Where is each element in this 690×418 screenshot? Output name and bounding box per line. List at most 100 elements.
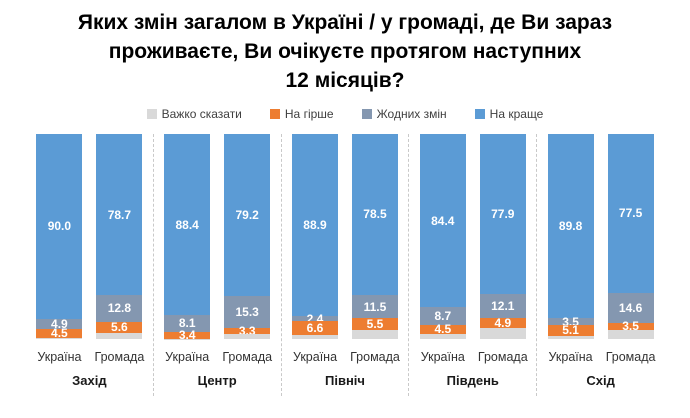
stacked-bar: 78.5 11.5 5.5 (351, 133, 398, 339)
bar-segment (607, 329, 654, 339)
bar-segment-value: 90.0 (47, 219, 72, 234)
bar-category-label-text: Громада (94, 349, 145, 364)
bar-segment-value: 78.5 (363, 207, 387, 222)
bar-segment: 3.5 (607, 320, 654, 332)
bar-segment-value: 8.1 (178, 316, 196, 331)
bar-segment: 79.2 (224, 133, 271, 297)
bar-segment: 8.1 (164, 315, 211, 332)
ticks-row: Україна Громада (548, 349, 656, 364)
ticks-row: Україна Громада (36, 349, 145, 364)
bar-category-label-text: Україна (420, 349, 465, 364)
bar-segment-value: 77.9 (491, 206, 515, 221)
legend-swatch-icon (146, 108, 157, 119)
bar-category-label: Україна (292, 350, 338, 364)
ticks-row: Україна Громада (292, 350, 400, 364)
legend-label: На краще (489, 106, 544, 121)
legend-label: Важко сказати (161, 106, 242, 121)
bar-segment: 4.5 (419, 323, 466, 335)
bar-segment-value: 14.6 (618, 300, 643, 315)
bar-segment: 4.9 (479, 317, 526, 329)
bar-segment: 8.7 (419, 307, 466, 325)
region-label: Північ (325, 372, 365, 388)
bar-segment: 84.4 (419, 134, 466, 308)
bar-segment-value: 88.4 (175, 217, 199, 232)
stacked-bar: 90.0 4.9 4.5 (36, 134, 83, 339)
bar-category-label-text: Україна (292, 349, 338, 364)
chart-area: 90.0 4.9 4.5 78.7 12.8 5.6 Україна Громада Захід… (0, 133, 690, 396)
stacked-bar: 89.8 3.5 5.1 (547, 133, 594, 339)
bar-segment (36, 337, 83, 339)
bar-segment-value: 15.3 (235, 304, 259, 319)
bar-segment: 3.5 (547, 316, 594, 328)
bar-segment-value: 3.4 (178, 328, 196, 343)
bar-segment-value: 79.2 (235, 208, 259, 223)
bar-segment-value: 5.1 (562, 323, 579, 338)
bar-segment-value: 12.1 (491, 299, 515, 313)
bars-row: 88.4 8.1 3.4 79.2 15.3 3.3 (164, 133, 271, 341)
bar-segment (96, 333, 143, 339)
chart-title-line-3: 12 місяців? (285, 68, 405, 92)
bar-segment: 14.6 (607, 292, 654, 323)
legend-item: Жодних змін (361, 107, 447, 121)
region-label: Південь (446, 372, 499, 388)
bar-segment: 77.9 (479, 133, 526, 294)
bar-category-label: Громада (350, 350, 400, 364)
legend-swatch-icon (361, 108, 372, 119)
bar-segment: 4.5 (36, 327, 83, 339)
region-label: Схід (586, 372, 615, 388)
bar-segment-value: 8.7 (434, 308, 452, 323)
bar-segment-value: 88.9 (303, 218, 327, 233)
bars-row: 88.9 2.4 6.6 78.5 11.5 5.5 (291, 133, 398, 339)
bar-segment (479, 328, 526, 339)
bar-segment (419, 334, 466, 339)
bar-segment: 12.8 (96, 295, 143, 322)
bar-segment-value: 12.8 (107, 301, 132, 316)
bar-segment-value: 5.5 (366, 317, 384, 332)
legend-item: Важко сказати (146, 106, 242, 121)
bar-segment-value: 78.7 (107, 207, 132, 222)
region-group: 89.8 3.5 5.1 77.5 14.6 3.5 Україна Громада Схід (537, 133, 664, 396)
bar-category-label-text: Громада (477, 349, 528, 364)
legend-item: На гірше (269, 106, 334, 121)
bar-segment-value: 6.6 (306, 320, 324, 335)
region-group: 84.4 8.7 4.5 77.9 12.1 4.9 Україна Громада Півде… (409, 133, 538, 396)
stacked-bar: 88.4 8.1 3.4 (164, 133, 211, 341)
bar-segment-value: 5.6 (111, 320, 128, 335)
region-label: Захід (72, 372, 107, 388)
bars-row: 84.4 8.7 4.5 77.9 12.1 4.9 (419, 133, 526, 339)
bar-category-label: Україна (36, 350, 82, 364)
bar-category-label: Громада (222, 349, 273, 364)
bar-segment: 5.1 (547, 324, 594, 336)
bar-segment: 90.0 (36, 134, 83, 319)
region-group: 88.4 8.1 3.4 79.2 15.3 3.3 Україна Громада Центр (154, 133, 282, 396)
bar-category-label: Громада (94, 349, 145, 364)
bar-segment: 3.3 (224, 325, 271, 337)
bar-segment (291, 334, 338, 339)
bar-segment: 15.3 (224, 296, 271, 328)
bar-segment: 6.6 (291, 321, 338, 335)
stacked-bar: 77.5 14.6 3.5 (607, 133, 654, 339)
bar-segment (224, 334, 271, 339)
bar-segment: 3.4 (164, 329, 211, 341)
bar-category-label: Громада (477, 349, 528, 364)
legend-label: На гірше (284, 106, 334, 121)
bar-category-label-text: Громада (222, 349, 273, 364)
bar-segment: 78.7 (96, 134, 143, 296)
region-group: 88.9 2.4 6.6 78.5 11.5 5.5 Україна Громада Півні… (282, 133, 410, 396)
bar-segment-value: 77.5 (618, 206, 643, 221)
region-group: 90.0 4.9 4.5 78.7 12.8 5.6 Україна Громада Захід (26, 133, 154, 396)
chart-title-line-2: проживаєте, Ви очікуєте протягом наступн… (108, 39, 582, 63)
bar-segment: 12.1 (479, 293, 526, 319)
bar-category-label: Україна (548, 350, 594, 364)
bar-segment (351, 329, 398, 339)
bar-category-label-text: Громада (605, 349, 656, 364)
bar-category-label-text: Україна (37, 349, 82, 364)
legend-swatch-icon (269, 108, 280, 119)
bar-segment: 77.5 (607, 133, 654, 293)
legend: Важко сказати На гірше Жодних змін На краще (0, 107, 690, 121)
bar-category-label-text: Україна (548, 349, 593, 364)
bar-segment-value: 89.8 (558, 218, 583, 233)
stacked-bar: 79.2 15.3 3.3 (224, 133, 271, 339)
bar-segment: 89.8 (547, 133, 594, 318)
